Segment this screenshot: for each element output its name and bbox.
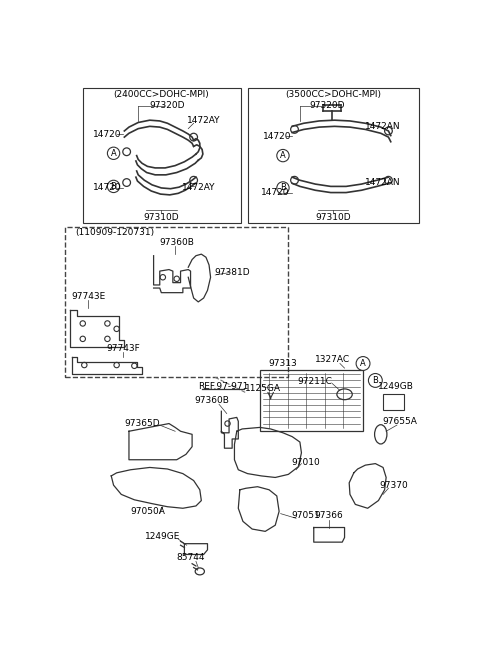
Circle shape bbox=[356, 356, 370, 371]
Text: 97360B: 97360B bbox=[159, 238, 194, 247]
Text: 97365D: 97365D bbox=[124, 419, 160, 428]
Bar bbox=[260, 369, 363, 431]
Bar bbox=[248, 88, 419, 223]
Text: 14720: 14720 bbox=[93, 130, 121, 139]
Circle shape bbox=[132, 363, 137, 369]
Text: 97655A: 97655A bbox=[383, 417, 418, 426]
Text: (2400CC>DOHC-MPI): (2400CC>DOHC-MPI) bbox=[113, 90, 209, 98]
Text: 97320D: 97320D bbox=[150, 101, 185, 110]
Text: A: A bbox=[360, 359, 366, 368]
Circle shape bbox=[80, 336, 85, 341]
Circle shape bbox=[190, 133, 197, 141]
Text: 97010: 97010 bbox=[292, 458, 321, 466]
Text: A: A bbox=[111, 149, 117, 158]
Circle shape bbox=[190, 176, 197, 184]
Text: 1472AN: 1472AN bbox=[365, 122, 401, 131]
Text: (110909-120731): (110909-120731) bbox=[75, 228, 154, 237]
Circle shape bbox=[80, 321, 85, 326]
Text: 97310D: 97310D bbox=[315, 213, 351, 221]
Text: 1125GA: 1125GA bbox=[245, 384, 281, 394]
Text: 14720: 14720 bbox=[93, 183, 121, 193]
Text: 97381D: 97381D bbox=[215, 268, 250, 277]
Text: 1327AC: 1327AC bbox=[315, 355, 350, 364]
Circle shape bbox=[114, 326, 120, 331]
Text: 1249GB: 1249GB bbox=[378, 382, 414, 391]
Text: 1472AN: 1472AN bbox=[365, 178, 401, 187]
Text: 14720: 14720 bbox=[261, 188, 289, 197]
Text: B: B bbox=[110, 182, 117, 191]
Circle shape bbox=[114, 362, 120, 367]
Circle shape bbox=[160, 274, 166, 280]
Circle shape bbox=[108, 147, 120, 159]
Circle shape bbox=[108, 180, 120, 193]
Circle shape bbox=[291, 126, 299, 133]
Circle shape bbox=[123, 148, 131, 156]
Circle shape bbox=[291, 176, 299, 184]
Circle shape bbox=[384, 127, 392, 135]
Text: REF.97-971: REF.97-971 bbox=[198, 382, 248, 391]
Circle shape bbox=[105, 321, 110, 326]
Bar bbox=[383, 394, 404, 409]
Circle shape bbox=[225, 421, 230, 426]
Text: 97320D: 97320D bbox=[309, 101, 345, 110]
Text: 97743F: 97743F bbox=[106, 344, 140, 352]
Circle shape bbox=[82, 362, 87, 367]
Bar bbox=[65, 227, 288, 377]
Bar bbox=[83, 88, 240, 223]
Text: 97366: 97366 bbox=[315, 512, 344, 521]
Text: 97051: 97051 bbox=[292, 512, 321, 521]
Text: 85744: 85744 bbox=[176, 553, 205, 562]
Text: 1472AY: 1472AY bbox=[187, 117, 220, 126]
Circle shape bbox=[277, 182, 289, 194]
Text: 97050A: 97050A bbox=[130, 507, 165, 516]
Circle shape bbox=[105, 336, 110, 341]
Circle shape bbox=[277, 149, 289, 162]
Text: 1472AY: 1472AY bbox=[181, 183, 215, 193]
Circle shape bbox=[174, 276, 180, 282]
Text: 97360B: 97360B bbox=[194, 396, 229, 405]
Circle shape bbox=[369, 373, 382, 387]
Text: 97370: 97370 bbox=[380, 481, 408, 490]
Circle shape bbox=[384, 176, 392, 184]
Text: 97310D: 97310D bbox=[144, 213, 179, 221]
Circle shape bbox=[123, 179, 131, 187]
Text: 1249GE: 1249GE bbox=[145, 533, 180, 541]
Text: B: B bbox=[280, 183, 286, 193]
Text: (3500CC>DOHC-MPI): (3500CC>DOHC-MPI) bbox=[285, 90, 381, 98]
Text: A: A bbox=[280, 151, 286, 160]
Text: 97211C: 97211C bbox=[298, 377, 333, 386]
Text: B: B bbox=[372, 376, 378, 385]
Text: 14720: 14720 bbox=[263, 132, 291, 141]
Text: 97743E: 97743E bbox=[71, 292, 105, 301]
Text: 97313: 97313 bbox=[269, 359, 297, 368]
